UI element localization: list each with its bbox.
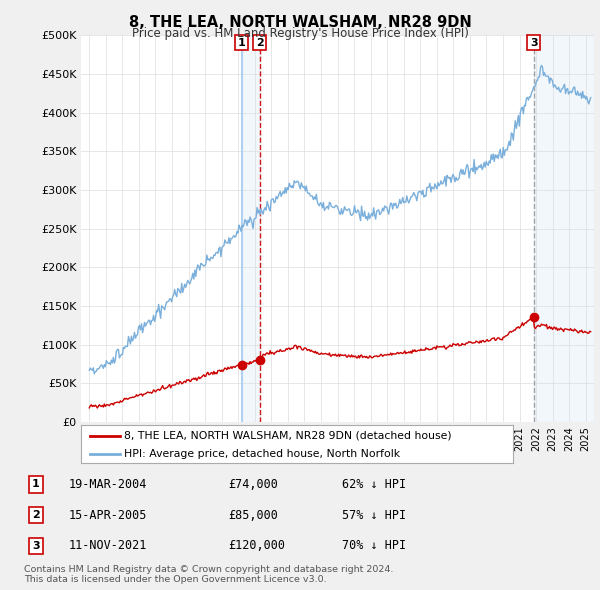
Bar [242,35,260,422]
Text: 3: 3 [32,541,40,550]
Text: 57% ↓ HPI: 57% ↓ HPI [342,509,406,522]
Text: HPI: Average price, detached house, North Norfolk: HPI: Average price, detached house, Nort… [124,448,400,458]
Text: 3: 3 [530,38,538,48]
Text: 1: 1 [238,38,245,48]
Text: 2: 2 [32,510,40,520]
Bar [534,35,594,422]
Text: Price paid vs. HM Land Registry's House Price Index (HPI): Price paid vs. HM Land Registry's House … [131,27,469,40]
Text: 2: 2 [256,38,263,48]
Text: 8, THE LEA, NORTH WALSHAM, NR28 9DN: 8, THE LEA, NORTH WALSHAM, NR28 9DN [128,15,472,30]
Text: 11-NOV-2021: 11-NOV-2021 [69,539,148,552]
Text: 1: 1 [32,480,40,489]
Text: 8, THE LEA, NORTH WALSHAM, NR28 9DN (detached house): 8, THE LEA, NORTH WALSHAM, NR28 9DN (det… [124,431,452,441]
Text: £120,000: £120,000 [228,539,285,552]
Text: Contains HM Land Registry data © Crown copyright and database right 2024.
This d: Contains HM Land Registry data © Crown c… [24,565,394,584]
Text: 70% ↓ HPI: 70% ↓ HPI [342,539,406,552]
Text: 62% ↓ HPI: 62% ↓ HPI [342,478,406,491]
Text: 15-APR-2005: 15-APR-2005 [69,509,148,522]
Text: £74,000: £74,000 [228,478,278,491]
Text: £85,000: £85,000 [228,509,278,522]
Text: 19-MAR-2004: 19-MAR-2004 [69,478,148,491]
